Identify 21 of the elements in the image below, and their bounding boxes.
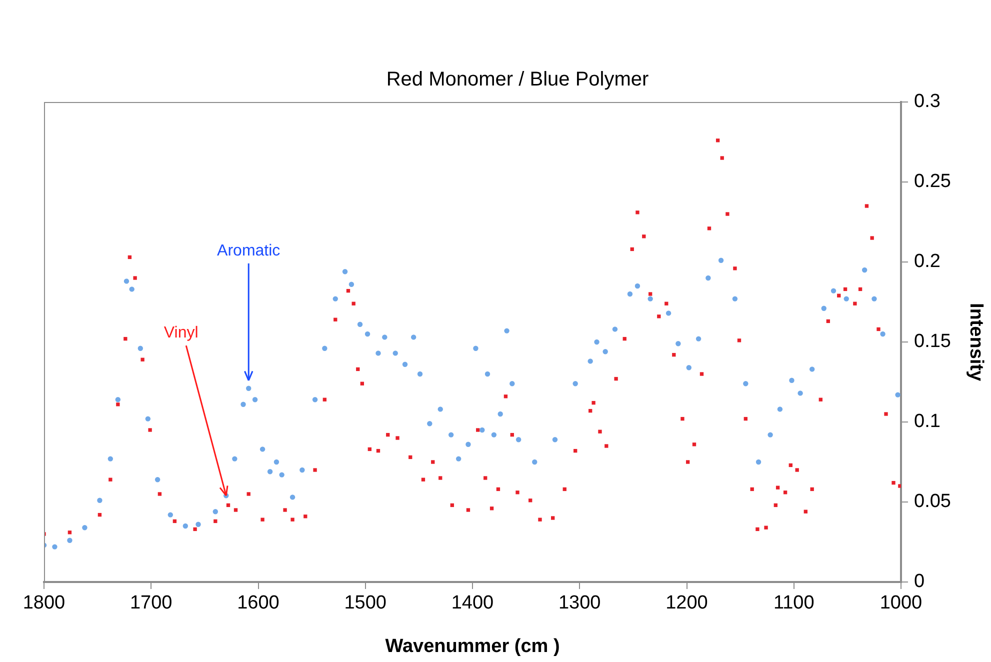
annotation: Aromatic (217, 242, 280, 260)
x-axis-title: Wavenummer (cm ) (385, 636, 560, 657)
x-tick-label: 1300 (558, 592, 601, 614)
y-axis-title: Intensity (965, 302, 986, 382)
y-tick-label: 0.1 (914, 411, 940, 432)
x-tick-label: 1100 (773, 592, 814, 614)
x-tick-label: 1500 (344, 592, 387, 614)
x-tick-label: 1400 (451, 592, 494, 614)
y-tick-label: 0.3 (914, 91, 940, 112)
x-tick-label: 1200 (666, 592, 708, 614)
chart-title: Red Monomer / Blue Polymer (386, 68, 649, 91)
y-tick-label: 0.15 (914, 331, 951, 352)
annotation: Vinyl (164, 324, 198, 342)
y-tick-label: 0 (914, 571, 925, 592)
y-tick-label: 0.25 (914, 171, 951, 192)
y-tick-label: 0.2 (914, 251, 940, 272)
y-tick-label: 0.05 (914, 491, 951, 512)
x-tick-label: 1800 (22, 592, 66, 614)
x-tick-label: 1000 (880, 592, 922, 614)
x-tick-label: 1600 (237, 592, 280, 614)
x-tick-label: 1700 (130, 592, 172, 614)
